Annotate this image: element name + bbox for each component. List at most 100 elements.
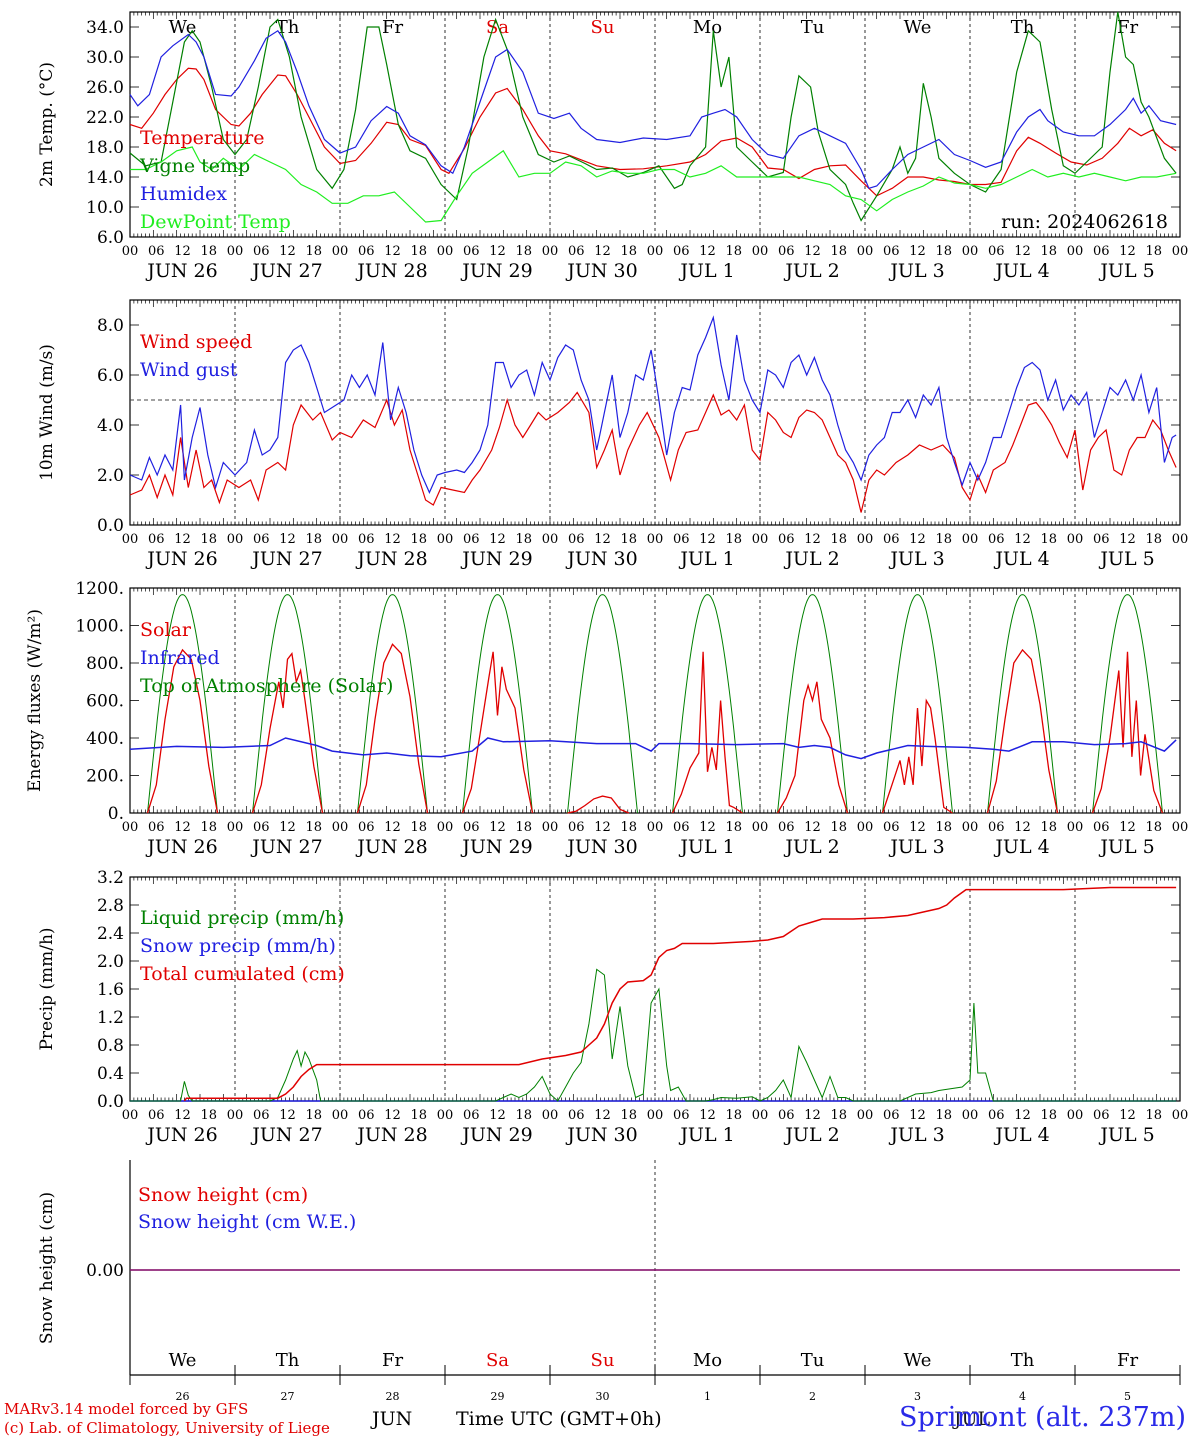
panel-5-day-number: 27 [281,1390,295,1403]
panel-2-hour-label: 12 [594,532,611,547]
series-line-toa-solar [672,594,743,814]
day-label: Su [591,17,615,38]
series-line-solar [1091,651,1164,814]
panel-1-hour-label: 12 [804,244,821,259]
panel-4-date-label: JUL 4 [993,1124,1049,1146]
panel-4-y-tick-label: 2.4 [97,924,124,944]
panel-1-y-tick-label: 14.0 [86,168,124,188]
panel-3-y-tick-label: 800. [86,654,124,674]
series-line-toa-solar [357,594,428,814]
panel-2-hour-label: 12 [1014,532,1031,547]
panel-4-y-tick-label: 2.8 [97,896,124,916]
panel-2-hour-label: 00 [122,532,139,547]
day-label: Th [1011,17,1035,38]
panel-1-hour-label: 18 [1145,244,1162,259]
panel-4-hour-label: 18 [935,1108,952,1123]
series-line-vigne-temp [129,11,1177,222]
panel-2-hour-label: 12 [279,532,296,547]
panel-5-y-axis-label: Snow height (cm) [37,1192,57,1344]
series-line-toa-solar [882,594,953,814]
panel-1-date-label: JUL 2 [783,260,839,282]
panel-1-hour-label: 06 [148,244,165,259]
series-line-toa-solar [987,594,1058,814]
panel-5-day-label: Tu [801,1350,825,1371]
panel-3-date-label: JUL 1 [678,836,734,858]
panel-4-y-tick-label: 1.6 [97,980,124,1000]
panel-2-hour-label: 00 [227,532,244,547]
series-line-solar [461,651,534,814]
panel-5-day-number: 28 [386,1390,400,1403]
panel-1-date-label: JUL 1 [678,260,734,282]
panel-3-date-label: JUL 5 [1098,836,1154,858]
panel-4-date-label: JUL 1 [678,1124,734,1146]
panel-4-y-tick-label: 0.4 [97,1064,124,1084]
panel-5-legend-snow-height-cm-w-e-: Snow height (cm W.E.) [138,1211,356,1233]
panel-1-hour-label: 12 [384,244,401,259]
panel-1-hour-label: 06 [253,244,270,259]
panel-4-hour-label: 12 [594,1108,611,1123]
panel-4-hour-label: 00 [437,1108,454,1123]
panel-2-date-label: JUN 28 [355,548,427,570]
panel-2-hour-label: 00 [857,532,874,547]
panel-4-hour-label: 06 [463,1108,480,1123]
series-line-solar [881,698,953,814]
panel-3-hour-label: 06 [988,820,1005,835]
panel-1-hour-label: 06 [568,244,585,259]
panel-3-hour-label: 12 [804,820,821,835]
panel-4-hour-label: 00 [332,1108,349,1123]
panel-4-legend-liquid-precip-mm-h-: Liquid precip (mm/h) [140,907,344,929]
panel-2-hour-label: 12 [489,532,506,547]
panel-2-hour-label: 12 [174,532,191,547]
panel-1-hour-label: 00 [122,244,139,259]
panel-4-hour-label: 06 [358,1108,375,1123]
panel-4-hour-label: 18 [1145,1108,1162,1123]
panel-1-legend-dewpoint-temp: DewPoint Temp [140,211,291,233]
panel-1-y-tick-label: 6.0 [97,228,124,248]
panel-4-hour-label: 00 [1067,1108,1084,1123]
panel-1-date-label: JUL 4 [993,260,1049,282]
footer-month-jul: JUL [952,1408,991,1430]
panel-2-hour-label: 06 [1093,532,1110,547]
panel-4-hour-label: 06 [568,1108,585,1123]
panel-4-hour-label: 18 [620,1108,637,1123]
panel-5-day-number: 2 [809,1390,816,1403]
panel-3-hour-label: 18 [620,820,637,835]
panel-4-hour-label: 18 [410,1108,427,1123]
series-line-temperature [129,67,1177,197]
panel-5-day-label: Fr [1117,1350,1138,1371]
panel-1-y-tick-label: 22.0 [86,108,124,128]
panel-1-hour-label: 06 [358,244,375,259]
panel-4-hour-label: 00 [857,1108,874,1123]
panel-4-y-tick-label: 2.0 [97,952,124,972]
panel-1-y-axis-label: 2m Temp. (°C) [37,62,57,187]
panel-2-hour-label: 06 [358,532,375,547]
panel-1-hour-label: 00 [962,244,979,259]
panel-3-date-label: JUN 29 [460,836,532,858]
panel-2-hour-label: 18 [1040,532,1057,547]
panel-4-hour-label: 18 [515,1108,532,1123]
panel-3-hour-label: 12 [279,820,296,835]
panel-1-hour-label: 12 [699,244,716,259]
panel-4-hour-label: 06 [253,1108,270,1123]
panel-2-hour-label: 06 [883,532,900,547]
panel-2-hour-label: 00 [332,532,349,547]
panel-2-hour-label: 12 [909,532,926,547]
credit-model: MARv3.14 model forced by GFS [4,1400,249,1418]
panel-5-day-label: We [904,1350,932,1371]
panel-3-date-label: JUN 26 [145,836,217,858]
panel-1-date-label: JUN 28 [355,260,427,282]
day-label: Sa [486,17,509,38]
series-line-solar [356,643,429,814]
panel-1-date-label: JUN 26 [145,260,217,282]
panel-2-hour-label: 06 [148,532,165,547]
panel-1-hour-label: 06 [463,244,480,259]
panel-2-hour-label: 00 [542,532,559,547]
panel-2-hour-label: 18 [305,532,322,547]
panel-1-hour-label: 12 [1119,244,1136,259]
panel-4-date-label: JUL 2 [783,1124,839,1146]
panel-1-hour-label: 18 [1040,244,1057,259]
panel-1-hour-label: 00 [857,244,874,259]
panel-2-hour-label: 18 [620,532,637,547]
panel-1-legend-vigne-temp: Vigne temp [139,155,250,177]
panel-4-date-label: JUN 26 [145,1124,217,1146]
